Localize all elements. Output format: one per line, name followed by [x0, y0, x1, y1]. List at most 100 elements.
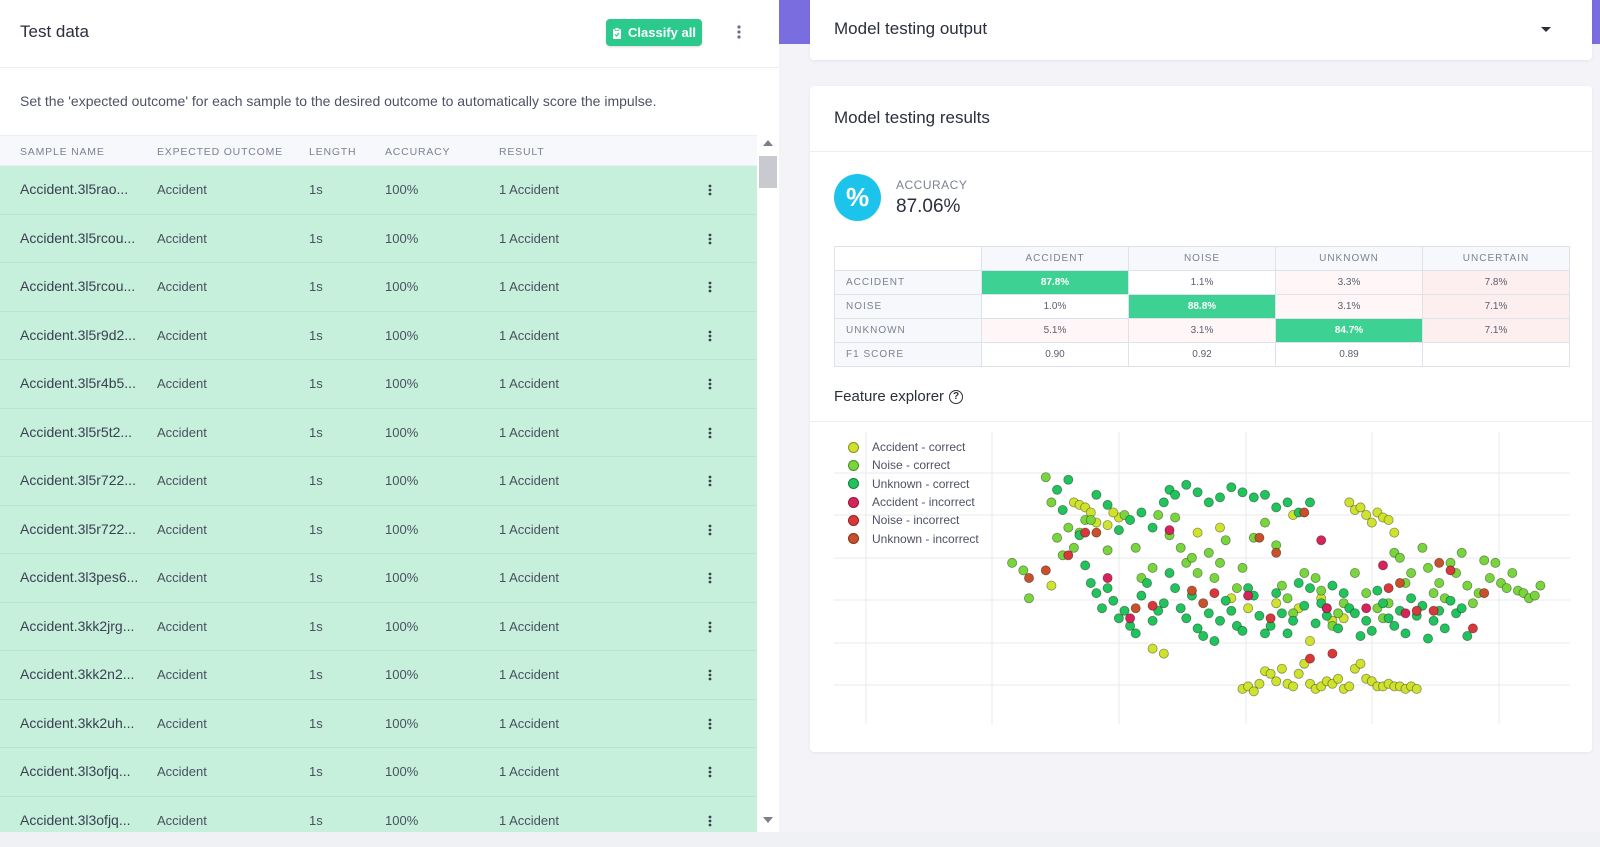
scatter-point[interactable] — [1181, 479, 1192, 490]
scatter-point[interactable] — [1344, 681, 1355, 692]
column-header-length[interactable]: LENGTH — [309, 146, 357, 158]
scatter-point[interactable] — [1080, 527, 1091, 538]
scatter-point[interactable] — [1456, 547, 1467, 558]
scatter-point[interactable] — [1209, 572, 1220, 583]
scatter-point[interactable] — [1007, 557, 1018, 568]
column-header-sample-name[interactable]: SAMPLE NAME — [20, 146, 105, 158]
scatter-point[interactable] — [1479, 555, 1490, 566]
scatter-point[interactable] — [1164, 567, 1175, 578]
scatter-point[interactable] — [1096, 603, 1107, 614]
scroll-thumb[interactable] — [759, 156, 777, 188]
scatter-point[interactable] — [1361, 588, 1372, 599]
scatter-point[interactable] — [1406, 567, 1417, 578]
row-menu-icon[interactable] — [705, 474, 715, 488]
scatter-point[interactable] — [1389, 620, 1400, 631]
scatter-point[interactable] — [1310, 572, 1321, 583]
scatter-point[interactable] — [1102, 572, 1113, 583]
scatter-point[interactable] — [1501, 583, 1512, 594]
legend-item[interactable]: Unknown - incorrect — [848, 529, 979, 547]
scatter-point[interactable] — [1389, 527, 1400, 538]
scatter-point[interactable] — [1276, 608, 1287, 619]
scatter-point[interactable] — [1198, 630, 1209, 641]
scatter-point[interactable] — [1243, 603, 1254, 614]
table-row[interactable]: Accident.3kk2jrg... Accident 1s 100% 1 Accid… — [0, 602, 757, 651]
scatter-point[interactable] — [1130, 628, 1141, 639]
scatter-point[interactable] — [1209, 588, 1220, 599]
scatter-point[interactable] — [1040, 565, 1051, 576]
scatter-point[interactable] — [1130, 603, 1141, 614]
scatter-point[interactable] — [1170, 489, 1181, 500]
scatter-point[interactable] — [1417, 542, 1428, 553]
scatter-point[interactable] — [1462, 580, 1473, 591]
scatter-point[interactable] — [1327, 648, 1338, 659]
scatter-point[interactable] — [1378, 560, 1389, 571]
scatter-point[interactable] — [1091, 489, 1102, 500]
scatter-point[interactable] — [1226, 482, 1237, 493]
scatter-point[interactable] — [1023, 593, 1034, 604]
scatter-point[interactable] — [1366, 625, 1377, 636]
scatter-point[interactable] — [1304, 653, 1315, 664]
scatter-point[interactable] — [1406, 593, 1417, 604]
scatter-point[interactable] — [1394, 577, 1405, 588]
scatter-point[interactable] — [1259, 517, 1270, 528]
scatter-point[interactable] — [1355, 630, 1366, 641]
scatter-point[interactable] — [1192, 527, 1203, 538]
scatter-point[interactable] — [1333, 623, 1344, 634]
scatter-point[interactable] — [1434, 577, 1445, 588]
table-row[interactable]: Accident.3l3ofjq... Accident 1s 100% 1 Accid… — [0, 796, 757, 832]
scatter-point[interactable] — [1141, 577, 1152, 588]
scatter-point[interactable] — [1259, 628, 1270, 639]
scatter-point[interactable] — [1052, 484, 1063, 495]
scatter-point[interactable] — [1321, 603, 1332, 614]
scatter-point[interactable] — [1158, 648, 1169, 659]
scatter-point[interactable] — [1181, 613, 1192, 624]
scatter-point[interactable] — [1383, 613, 1394, 624]
column-header-result[interactable]: RESULT — [499, 146, 545, 158]
scatter-point[interactable] — [1175, 603, 1186, 614]
scatter-point[interactable] — [1428, 588, 1439, 599]
scatter-point[interactable] — [1344, 497, 1355, 508]
legend-item[interactable]: Accident - correct — [848, 438, 979, 456]
scatter-point[interactable] — [1361, 510, 1372, 521]
scatter-point[interactable] — [1119, 605, 1130, 616]
scatter-point[interactable] — [1316, 535, 1327, 546]
legend-item[interactable]: Accident - incorrect — [848, 493, 979, 511]
scatter-point[interactable] — [1080, 560, 1091, 571]
scatter-point[interactable] — [1192, 567, 1203, 578]
scatter-point[interactable] — [1209, 635, 1220, 646]
row-menu-icon[interactable] — [705, 717, 715, 731]
scatter-point[interactable] — [1361, 603, 1372, 614]
row-menu-icon[interactable] — [705, 620, 715, 634]
scatter-point[interactable] — [1378, 598, 1389, 609]
row-menu-icon[interactable] — [705, 814, 715, 828]
scatter-point[interactable] — [1158, 497, 1169, 508]
scatter-point[interactable] — [1231, 583, 1242, 594]
scatter-point[interactable] — [1085, 515, 1096, 526]
scatter-point[interactable] — [1310, 618, 1321, 629]
scatter-point[interactable] — [1428, 605, 1439, 616]
scatter-point[interactable] — [1490, 557, 1501, 568]
scatter-point[interactable] — [1304, 497, 1315, 508]
scatter-point[interactable] — [1052, 532, 1063, 543]
scatter-point[interactable] — [1383, 515, 1394, 526]
scatter-point[interactable] — [1271, 676, 1282, 687]
table-scrollbar[interactable] — [757, 135, 779, 832]
scatter-point[interactable] — [1023, 572, 1034, 583]
scatter-point[interactable] — [1136, 507, 1147, 518]
classify-all-button[interactable]: Classify all — [606, 19, 702, 46]
scatter-point[interactable] — [1186, 552, 1197, 563]
scatter-point[interactable] — [1316, 585, 1327, 596]
scatter-point[interactable] — [1265, 613, 1276, 624]
scatter-point[interactable] — [1248, 492, 1259, 503]
row-menu-icon[interactable] — [705, 329, 715, 343]
scroll-up-arrow-icon[interactable] — [763, 140, 773, 146]
scatter-point[interactable] — [1153, 510, 1164, 521]
scatter-point[interactable] — [1529, 590, 1540, 601]
scatter-point[interactable] — [1113, 613, 1124, 624]
help-icon[interactable]: ? — [949, 389, 964, 404]
legend-item[interactable]: Noise - correct — [848, 456, 979, 474]
scatter-point[interactable] — [1400, 608, 1411, 619]
scatter-point[interactable] — [1428, 615, 1439, 626]
scatter-point[interactable] — [1333, 673, 1344, 684]
scatter-point[interactable] — [1125, 613, 1136, 624]
